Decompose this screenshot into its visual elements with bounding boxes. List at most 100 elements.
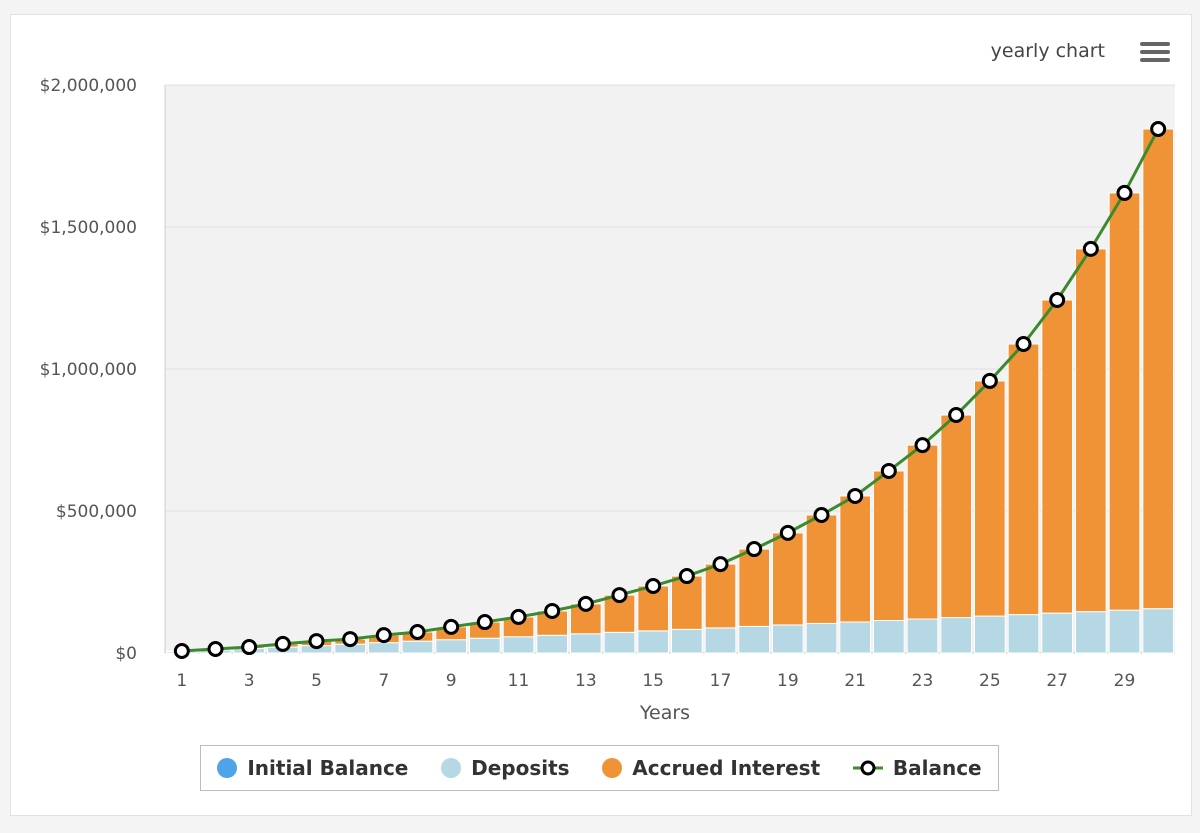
balance-point bbox=[914, 437, 931, 454]
bar-deposits bbox=[940, 617, 972, 654]
bar-deposits bbox=[704, 627, 737, 654]
balance-point bbox=[342, 631, 359, 648]
x-tick-label: 3 bbox=[244, 671, 255, 691]
bar-deposits bbox=[974, 615, 1006, 654]
hamburger-menu-icon[interactable] bbox=[1140, 42, 1170, 66]
legend-item-deposits[interactable]: Deposits bbox=[441, 756, 570, 780]
bar-accrued-interest bbox=[1108, 192, 1141, 611]
y-tick-label: $500,000 bbox=[56, 502, 137, 522]
bar-deposits bbox=[805, 622, 838, 654]
circle-icon bbox=[441, 758, 462, 778]
bar-accrued-interest bbox=[1007, 343, 1040, 616]
bar-deposits bbox=[906, 618, 939, 654]
balance-point bbox=[746, 541, 763, 558]
bar-deposits bbox=[671, 628, 703, 654]
bar-accrued-interest bbox=[974, 380, 1006, 617]
balance-point bbox=[308, 633, 325, 650]
bar-accrued-interest bbox=[873, 470, 905, 622]
x-axis-label: Years bbox=[639, 702, 690, 724]
bar-deposits bbox=[738, 625, 770, 654]
bar-accrued-interest bbox=[1075, 248, 1107, 613]
bar-deposits bbox=[772, 624, 804, 654]
x-tick-label: 29 bbox=[1114, 671, 1136, 691]
bar-deposits bbox=[536, 634, 568, 654]
balance-point bbox=[443, 618, 460, 635]
bar-deposits bbox=[368, 642, 400, 654]
x-tick-label: 27 bbox=[1046, 671, 1068, 691]
bar-deposits bbox=[401, 640, 434, 654]
x-tick-label: 11 bbox=[508, 671, 530, 691]
bar-accrued-interest bbox=[671, 575, 703, 630]
circle-icon bbox=[602, 758, 623, 778]
legend-item-initial-balance[interactable]: Initial Balance bbox=[217, 756, 408, 780]
balance-point bbox=[241, 639, 258, 656]
balance-point bbox=[813, 506, 830, 523]
balance-point bbox=[1150, 121, 1167, 138]
bar-deposits bbox=[1075, 611, 1107, 654]
bar-accrued-interest bbox=[738, 548, 770, 627]
balance-point bbox=[375, 627, 392, 644]
bar-deposits bbox=[570, 633, 602, 654]
balance-point bbox=[1049, 291, 1066, 308]
bar-deposits bbox=[1041, 612, 1074, 654]
line-marker-icon bbox=[852, 760, 883, 776]
x-tick-label: 9 bbox=[446, 671, 457, 691]
balance-point bbox=[645, 577, 662, 594]
y-tick-label: $1,000,000 bbox=[40, 360, 137, 380]
x-tick-label: 13 bbox=[575, 671, 597, 691]
bar-accrued-interest bbox=[805, 514, 838, 624]
legend-label: Initial Balance bbox=[247, 756, 409, 780]
bar-deposits bbox=[469, 637, 501, 654]
x-tick-label: 21 bbox=[844, 671, 866, 691]
bar-accrued-interest bbox=[940, 414, 972, 619]
circle-icon bbox=[217, 758, 238, 778]
bar-accrued-interest bbox=[1142, 128, 1175, 610]
balance-point bbox=[1116, 184, 1133, 201]
bar-deposits bbox=[1142, 608, 1175, 654]
bar-accrued-interest bbox=[839, 495, 871, 623]
y-tick-label: $1,500,000 bbox=[40, 218, 137, 238]
legend-label: Deposits bbox=[471, 756, 570, 780]
balance-point bbox=[678, 568, 695, 585]
balance-point bbox=[510, 608, 527, 625]
legend-label: Balance bbox=[892, 756, 982, 780]
bar-deposits bbox=[603, 631, 636, 654]
legend: Initial Balance Deposits Accrued Interes… bbox=[200, 745, 999, 791]
balance-point bbox=[611, 587, 628, 604]
balance-point bbox=[981, 372, 998, 389]
bar-accrued-interest bbox=[1041, 299, 1074, 614]
y-tick-label: $2,000,000 bbox=[40, 76, 137, 96]
chart-title: yearly chart bbox=[990, 40, 1105, 62]
bar-deposits bbox=[1108, 609, 1141, 654]
x-tick-label: 1 bbox=[176, 671, 187, 691]
bar-deposits bbox=[435, 639, 468, 654]
balance-point bbox=[207, 641, 224, 658]
balance-point bbox=[577, 595, 594, 612]
balance-point bbox=[1015, 336, 1032, 353]
bar-accrued-interest bbox=[906, 444, 939, 620]
x-tick-label: 23 bbox=[912, 671, 934, 691]
balance-point bbox=[948, 407, 965, 424]
bar-accrued-interest bbox=[704, 563, 737, 629]
x-tick-label: 5 bbox=[311, 671, 322, 691]
balance-point bbox=[476, 614, 493, 631]
x-tick-label: 15 bbox=[642, 671, 664, 691]
x-tick-label: 25 bbox=[979, 671, 1001, 691]
balance-point bbox=[409, 623, 426, 640]
bar-deposits bbox=[1007, 614, 1040, 654]
bar-deposits bbox=[839, 621, 871, 654]
balance-point bbox=[847, 487, 864, 504]
y-tick-label: $0 bbox=[115, 644, 137, 664]
balance-point bbox=[1082, 240, 1099, 257]
legend-item-accrued-interest[interactable]: Accrued Interest bbox=[602, 756, 820, 780]
balance-point bbox=[274, 635, 291, 652]
balance-point bbox=[544, 602, 561, 619]
bar-deposits bbox=[873, 620, 905, 654]
legend-item-balance[interactable]: Balance bbox=[852, 756, 982, 780]
bar-deposits bbox=[637, 630, 669, 654]
bar-deposits bbox=[502, 636, 535, 654]
balance-point bbox=[779, 524, 796, 541]
balance-point bbox=[173, 643, 190, 660]
x-tick-label: 17 bbox=[710, 671, 732, 691]
